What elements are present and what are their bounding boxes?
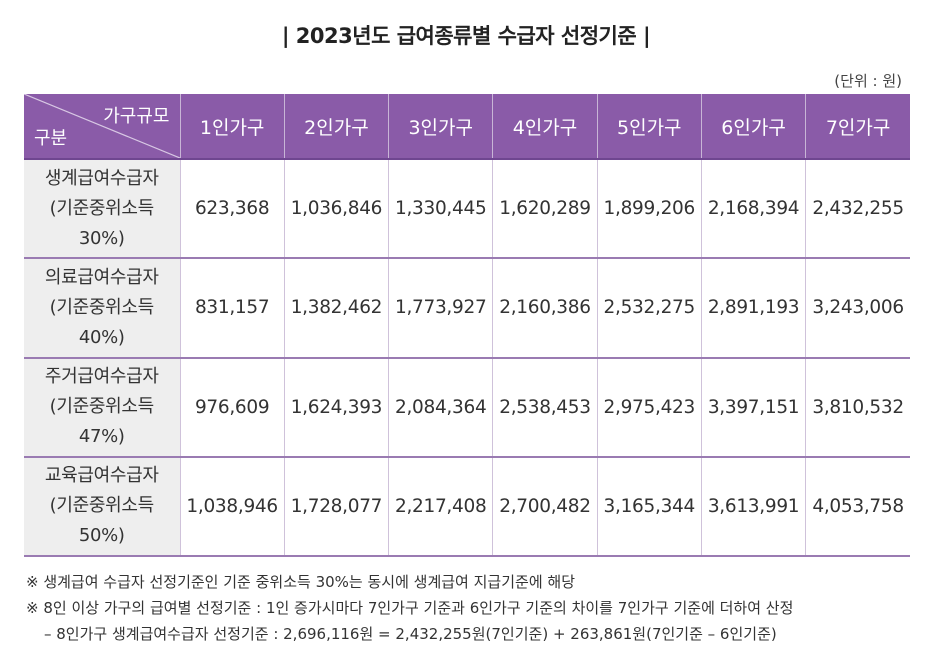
column-header: 5인가구 xyxy=(596,94,702,159)
table-row: 의료급여수급자 (기준중위소득 40%) 831,157 1,382,462 1… xyxy=(24,258,910,359)
corner-header-cell: 가구규모 구분 xyxy=(24,94,180,159)
unit-label: (단위 : 원) xyxy=(834,72,902,90)
row-header: 주거급여수급자 (기준중위소득 47%) xyxy=(24,357,180,458)
table-cell: 2,168,394 xyxy=(700,159,806,260)
table-cell: 1,728,077 xyxy=(283,456,389,558)
table-cell: 1,899,206 xyxy=(596,159,702,260)
table-cell: 623,368 xyxy=(179,159,285,260)
table-cell: 2,160,386 xyxy=(492,258,598,359)
row-label-line: 주거급여수급자 xyxy=(44,366,159,388)
table-header-row: 가구규모 구분 1인가구 2인가구 3인가구 4인가구 5인가구 6인가구 7인… xyxy=(24,94,910,159)
row-header: 생계급여수급자 (기준중위소득 30%) xyxy=(24,159,180,260)
column-header: 6인가구 xyxy=(700,94,806,159)
column-header: 4인가구 xyxy=(492,94,598,159)
footnote: ※ 생계급여 수급자 선정기준인 기준 중위소득 30%는 동시에 생계급여 지… xyxy=(26,573,575,591)
footnote: – 8인가구 생계급여수급자 선정기준 : 2,696,116원 = 2,432… xyxy=(44,625,777,643)
corner-label-category: 구분 xyxy=(34,128,68,149)
row-header: 교육급여수급자 (기준중위소득 50%) xyxy=(24,456,180,558)
table-cell: 4,053,758 xyxy=(805,456,910,558)
row-header: 의료급여수급자 (기준중위소득 40%) xyxy=(24,258,180,359)
table-row: 교육급여수급자 (기준중위소득 50%) 1,038,946 1,728,077… xyxy=(24,456,910,558)
row-label-line: 50%) xyxy=(78,525,125,547)
table-cell: 831,157 xyxy=(179,258,285,359)
table-row: 생계급여수급자 (기준중위소득 30%) 623,368 1,036,846 1… xyxy=(24,159,910,260)
table-cell: 1,036,846 xyxy=(283,159,389,260)
row-label-line: (기준중위소득 xyxy=(49,296,155,318)
row-label-line: (기준중위소득 xyxy=(49,396,155,418)
table-cell: 2,975,423 xyxy=(596,357,702,458)
page-title: | 2023년도 급여종류별 수급자 선정기준 | xyxy=(281,24,651,48)
table-cell: 1,330,445 xyxy=(388,159,493,260)
table-cell: 3,397,151 xyxy=(700,357,806,458)
table-row: 주거급여수급자 (기준중위소득 47%) 976,609 1,624,393 2… xyxy=(24,357,910,458)
table-cell: 1,624,393 xyxy=(283,357,389,458)
table-cell: 2,538,453 xyxy=(492,357,598,458)
table-cell: 2,700,482 xyxy=(492,456,598,558)
row-label-line: 40%) xyxy=(78,326,125,348)
criteria-table: 가구규모 구분 1인가구 2인가구 3인가구 4인가구 5인가구 6인가구 7인… xyxy=(24,94,910,558)
table-cell: 2,217,408 xyxy=(388,456,493,558)
table-cell: 2,432,255 xyxy=(805,159,910,260)
footnotes: ※ 생계급여 수급자 선정기준인 기준 중위소득 30%는 동시에 생계급여 지… xyxy=(26,569,793,647)
table-cell: 976,609 xyxy=(179,357,285,458)
table-cell: 1,620,289 xyxy=(492,159,598,260)
diagonal-divider xyxy=(24,94,180,158)
table-cell: 1,038,946 xyxy=(179,456,285,558)
row-label-line: 30%) xyxy=(78,227,125,249)
table-cell: 3,613,991 xyxy=(700,456,806,558)
table-cell: 2,532,275 xyxy=(596,258,702,359)
row-label-line: 교육급여수급자 xyxy=(44,465,159,487)
table-cell: 2,891,193 xyxy=(700,258,806,359)
table-cell: 3,243,006 xyxy=(805,258,910,359)
table-cell: 1,382,462 xyxy=(283,258,389,359)
row-label-line: (기준중위소득 xyxy=(49,495,155,517)
corner-label-household-size: 가구규모 xyxy=(103,106,170,127)
column-header: 3인가구 xyxy=(388,94,493,159)
table-cell: 3,165,344 xyxy=(596,456,702,558)
row-label-line: 47%) xyxy=(78,426,125,448)
row-label-line: 생계급여수급자 xyxy=(44,167,159,189)
row-label-line: (기준중위소득 xyxy=(49,197,155,219)
row-label-line: 의료급여수급자 xyxy=(44,266,159,288)
column-header: 7인가구 xyxy=(805,94,910,159)
table-cell: 1,773,927 xyxy=(388,258,493,359)
table-cell: 2,084,364 xyxy=(388,357,493,458)
table-cell: 3,810,532 xyxy=(805,357,910,458)
column-header: 1인가구 xyxy=(179,94,285,159)
column-header: 2인가구 xyxy=(283,94,389,159)
footnote: ※ 8인 이상 가구의 급여별 선정기준 : 1인 증가시마다 7인가구 기준과… xyxy=(26,599,794,617)
